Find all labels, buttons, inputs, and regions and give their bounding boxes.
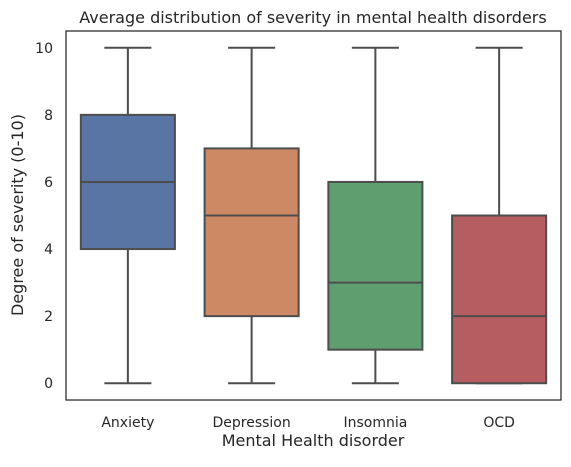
box-iqr: [451, 214, 548, 385]
box-iqr: [203, 147, 300, 318]
box-group-ocd: [451, 46, 548, 385]
y-tick-label: 10: [35, 41, 53, 57]
boxes-layer: [79, 46, 548, 385]
box-iqr: [327, 180, 424, 351]
x-tick-label: OCD: [483, 415, 515, 431]
x-axis-label: Mental Health disorder: [222, 431, 405, 450]
x-tick-label: Depression: [212, 415, 290, 431]
box-group-anxiety: [79, 46, 176, 385]
y-tick-label: 6: [44, 175, 53, 191]
y-tick-label: 4: [44, 242, 53, 258]
box-group-insomnia: [327, 46, 424, 385]
y-axis-label: Degree of severity (0-10): [8, 114, 27, 316]
plot-frame: [65, 30, 562, 401]
ticks-layer: Anxiety Depression Insomnia OCD 0 2 4 6 8 10: [35, 41, 515, 431]
chart-title: Average distribution of severity in ment…: [79, 8, 546, 27]
box-group-depression: [203, 46, 300, 385]
x-tick-label: Anxiety: [101, 415, 154, 431]
y-tick-label: 0: [44, 376, 53, 392]
x-tick-label: Insomnia: [343, 415, 407, 431]
y-tick-label: 2: [44, 309, 53, 325]
y-tick-label: 8: [44, 108, 53, 124]
